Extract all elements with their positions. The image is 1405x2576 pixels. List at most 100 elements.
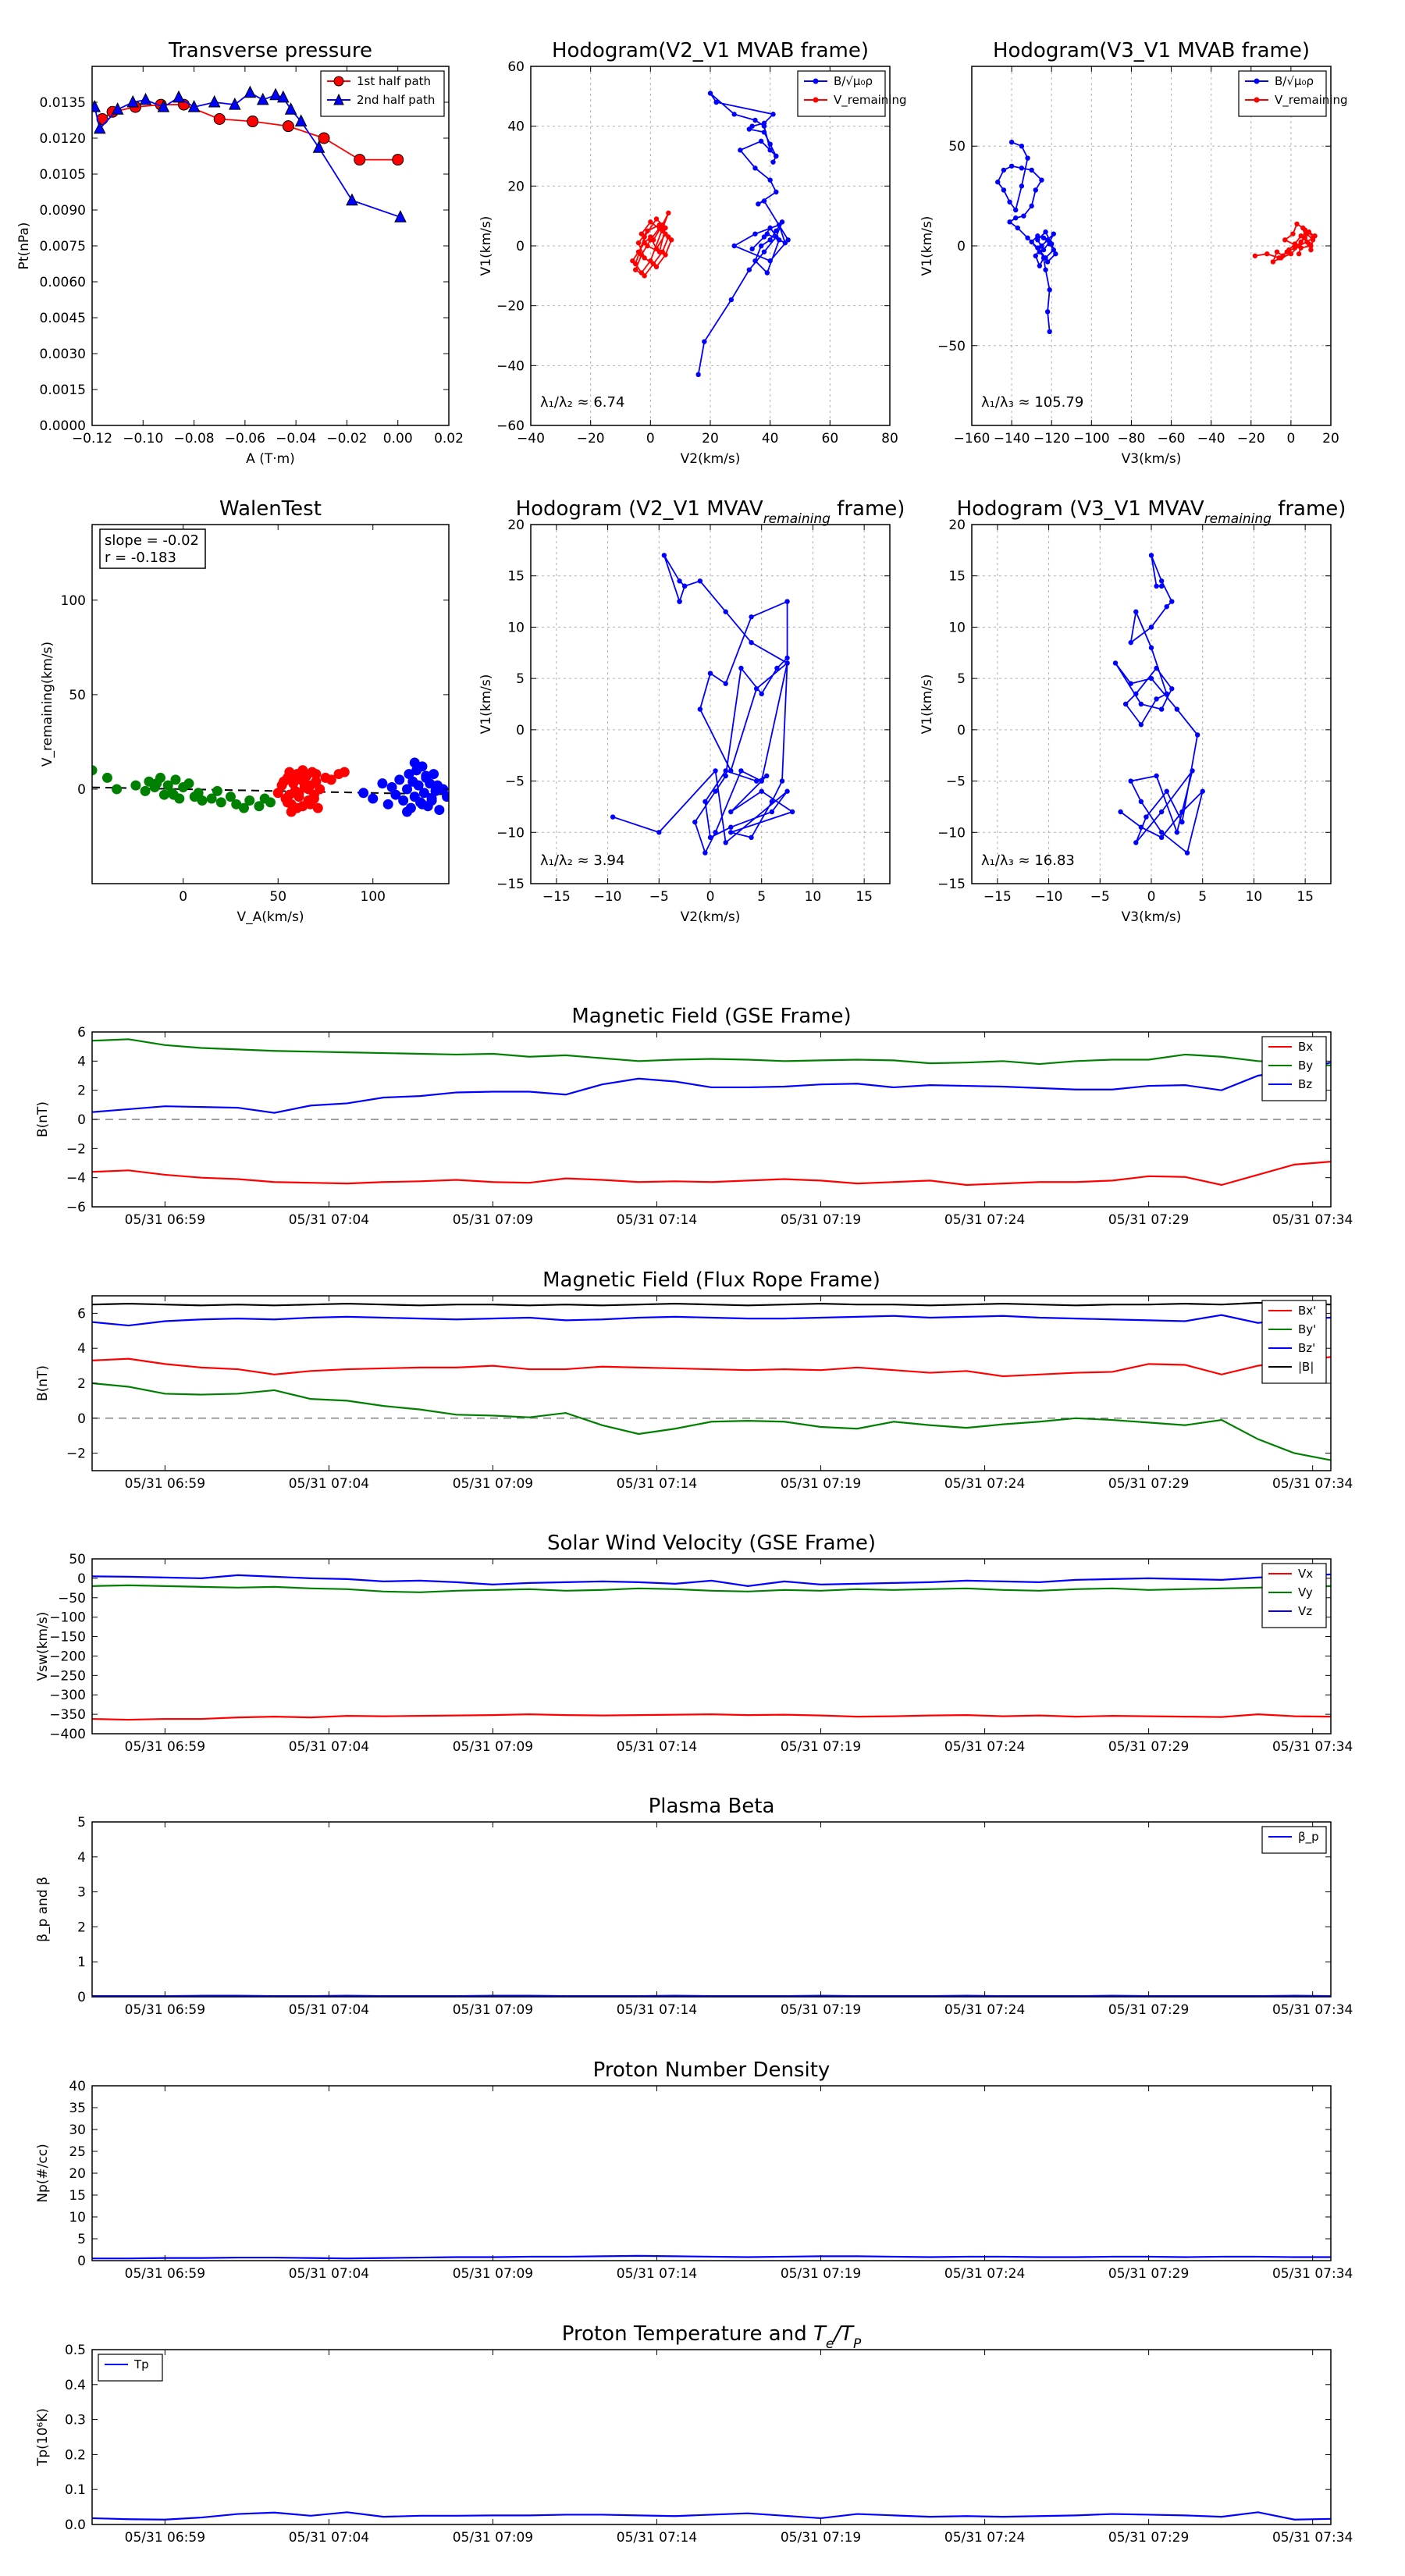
data-point: [713, 99, 719, 105]
data-point: [1025, 155, 1030, 161]
y-axis-label: V1(km/s): [478, 674, 494, 735]
data-point: [1047, 241, 1052, 247]
data-point: [764, 773, 770, 779]
y-tick-label: 6: [77, 1306, 86, 1322]
y-tick-label: −15: [496, 877, 525, 892]
legend: Tp: [98, 2354, 163, 2382]
data-point: [642, 234, 647, 240]
series-blue: [358, 757, 449, 817]
series-0: [92, 2254, 1331, 2260]
y-tick-label: 2: [77, 1376, 86, 1392]
chart-magnetic-field-gse: Magnetic Field (GSE Frame) 05/31 06:59 05/…: [35, 1005, 1353, 1228]
data-point: [402, 806, 413, 817]
y-tick-label: −200: [49, 1649, 86, 1664]
x-tick-label: 100: [361, 889, 386, 905]
data-point: [995, 180, 1001, 185]
data-point: [92, 100, 101, 112]
data-point: [213, 112, 226, 125]
data-point: [767, 237, 773, 243]
data-point: [382, 799, 393, 809]
chart-hodogram-v2-v1-mvab: Hodogram(V2_V1 MVAB frame) −40 −20 0 20 40 60 8…: [478, 39, 907, 467]
legend-label: Bz: [1298, 1077, 1312, 1091]
y-tick-label: −5: [505, 774, 525, 790]
data-point: [702, 339, 707, 344]
series-V_remaining: [1252, 221, 1318, 265]
data-point: [1037, 249, 1043, 254]
chart-title: Solar Wind Velocity (GSE Frame): [547, 1532, 876, 1555]
data-point: [1158, 583, 1165, 589]
data-point: [1169, 599, 1175, 604]
series-B/√μ₀ρ: [995, 139, 1058, 335]
y-tick-label: 1: [77, 1955, 86, 1970]
data-point: [661, 553, 667, 558]
legend-label: Vy: [1298, 1585, 1313, 1599]
data-point: [1158, 834, 1165, 841]
data-point: [1200, 788, 1205, 794]
data-point: [155, 772, 166, 783]
data-point: [731, 112, 737, 117]
chart-title: Plasma Beta: [649, 1795, 775, 1818]
x-tick-label: 05/31 07:04: [289, 1212, 369, 1228]
legend-label: V_remaining: [1275, 93, 1348, 108]
data-point: [776, 222, 782, 228]
data-point: [702, 850, 708, 856]
legend: 1st half path 2nd half path: [320, 70, 445, 117]
data-point: [394, 210, 407, 222]
legend: Bx By Bz: [1261, 1036, 1327, 1101]
x-tick-label: −100: [1073, 431, 1110, 447]
x-tick-label: 05/31 06:59: [125, 2530, 205, 2546]
x-tick-label: 05/31 07:14: [617, 2266, 697, 2282]
data-point: [1019, 183, 1025, 189]
legend-marker: [333, 76, 344, 87]
chart-title: Hodogram(V3_V1 MVAB frame): [993, 39, 1310, 62]
data-point: [692, 819, 698, 825]
data-point: [1308, 247, 1314, 253]
ratio-annotation: λ₁/λ₂ ≈ 3.94: [540, 852, 624, 869]
x-tick-label: 05/31 07:19: [781, 1739, 861, 1755]
y-tick-label: 0.4: [65, 2378, 86, 2393]
data-point: [707, 671, 713, 676]
data-point: [294, 114, 308, 127]
series-red: [272, 765, 350, 817]
y-axis-label: V_remaining(km/s): [40, 642, 55, 767]
title-math: e: [826, 2336, 834, 2352]
x-tick-label: 05/31 07:09: [453, 2530, 533, 2546]
x-tick-label: 05/31 07:29: [1108, 1476, 1189, 1492]
data-point: [1019, 144, 1025, 149]
data-point: [1040, 247, 1047, 253]
x-tick-label: 05/31 07:09: [453, 1739, 533, 1755]
plot-frame: [91, 1558, 1332, 1735]
x-tick-label: 05/31 07:34: [1272, 2002, 1353, 2018]
series-B/√μ₀ρ: [695, 91, 791, 378]
data-point: [723, 840, 728, 845]
data-point: [1274, 249, 1280, 254]
data-point: [1021, 213, 1026, 219]
y-tick-label: 0: [957, 723, 966, 738]
y-tick-label: −40: [496, 358, 525, 374]
data-point: [1164, 603, 1169, 610]
data-point: [774, 189, 779, 195]
y-tick-label: −100: [49, 1610, 86, 1626]
series-line: [92, 2511, 1331, 2521]
x-tick-label: 05/31 07:09: [453, 2266, 533, 2282]
data-point: [1154, 773, 1159, 779]
x-tick-label: 05/31 07:24: [944, 2530, 1025, 2546]
x-tick-label: 20: [702, 431, 719, 447]
y-tick-label: 0.0120: [40, 131, 86, 147]
x-tick-label: 0: [1286, 431, 1295, 447]
y-tick-label: 25: [69, 2144, 86, 2160]
data-point: [648, 219, 653, 225]
series-Vz: [92, 1573, 1331, 1587]
data-point: [1148, 553, 1154, 558]
data-point: [769, 809, 775, 815]
data-point: [293, 788, 304, 799]
data-point: [767, 258, 773, 264]
y-tick-label: 2: [77, 1083, 86, 1099]
y-tick-label: 40: [69, 2079, 86, 2094]
data-point: [1298, 245, 1304, 251]
data-point: [746, 267, 752, 272]
data-point: [1007, 219, 1012, 225]
chart-plasma-beta: Plasma Beta 05/31 06:59 05/31 07:04 05/31 0…: [35, 1795, 1353, 2018]
data-point: [1001, 187, 1007, 193]
